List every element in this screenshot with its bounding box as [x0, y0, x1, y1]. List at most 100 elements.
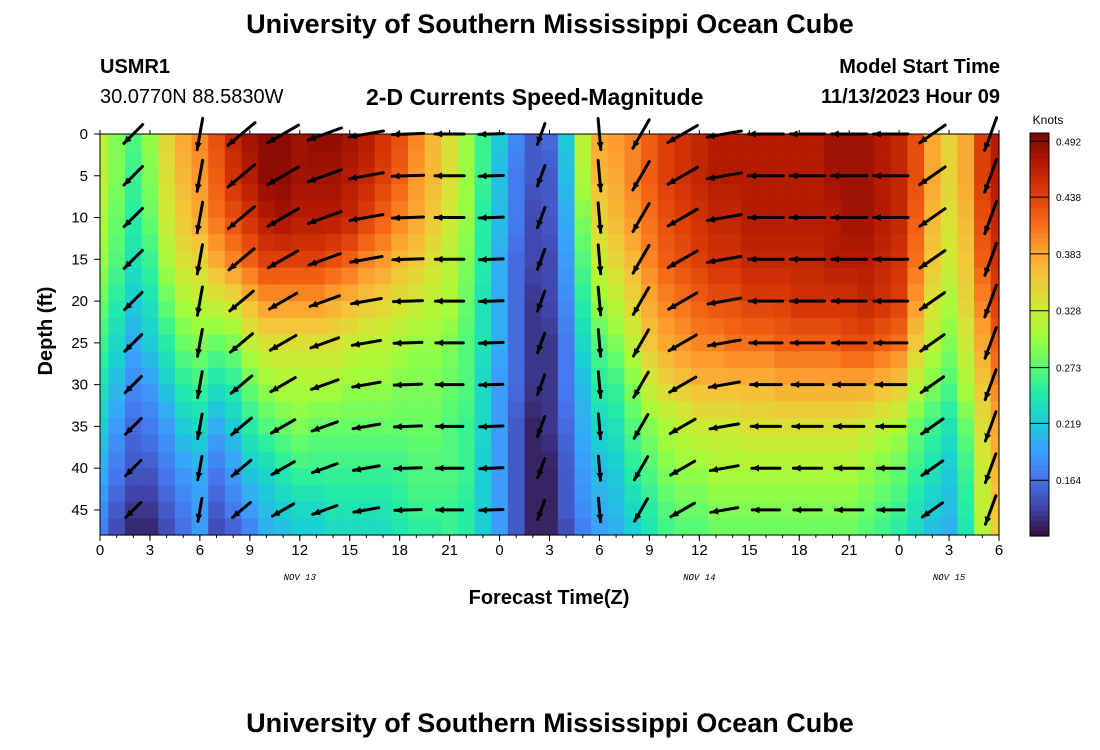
- current-vector: [477, 172, 505, 180]
- current-vector: [229, 374, 254, 395]
- heatmap-cell: [740, 351, 759, 369]
- heatmap-cell: [308, 317, 326, 336]
- heatmap-cell: [491, 451, 509, 469]
- current-vector: [830, 297, 868, 305]
- heatmap-cell: [258, 150, 276, 169]
- heatmap-cell: [258, 250, 276, 269]
- heatmap-cell: [341, 518, 359, 536]
- heatmap-cell: [807, 134, 825, 152]
- heatmap-cell: [890, 434, 909, 453]
- current-vector: [227, 205, 256, 230]
- heatmap-cell: [740, 317, 759, 336]
- heatmap-cell: [108, 367, 126, 386]
- current-vector: [122, 206, 144, 229]
- heatmap-cell: [707, 367, 725, 386]
- heatmap-cell: [108, 334, 126, 352]
- heatmap-cell: [740, 367, 759, 386]
- current-vector: [195, 497, 204, 523]
- heatmap-cell: [557, 267, 576, 285]
- heatmap-cell: [341, 150, 359, 169]
- heatmap-cell: [607, 150, 626, 169]
- heatmap-cell: [208, 284, 226, 302]
- heatmap-cell: [591, 401, 609, 419]
- heatmap-cell: [424, 334, 442, 352]
- heatmap-cell: [840, 401, 859, 419]
- heatmap-cell: [857, 367, 875, 386]
- colorbar-segment: [1030, 299, 1049, 305]
- heatmap-cell: [391, 150, 409, 169]
- current-vector: [983, 410, 998, 443]
- heatmap-cell: [740, 134, 759, 152]
- heatmap-cell: [657, 217, 675, 235]
- heatmap-cell: [824, 401, 842, 419]
- heatmap-cell: [724, 250, 742, 269]
- current-vector: [708, 464, 740, 473]
- heatmap-cell: [391, 184, 409, 202]
- heatmap-cell: [507, 200, 526, 219]
- heatmap-cell: [208, 418, 226, 436]
- heatmap-cell: [840, 367, 859, 386]
- heatmap-cell: [324, 217, 342, 235]
- heatmap-cell: [940, 518, 958, 536]
- heatmap-cell: [258, 234, 276, 252]
- heatmap-cell: [457, 217, 476, 235]
- heatmap-cell: [857, 150, 875, 169]
- heatmap-cell: [208, 267, 226, 285]
- heatmap-cell: [607, 468, 626, 486]
- colorbar-segment: [1030, 294, 1049, 300]
- heatmap-cell: [341, 217, 359, 235]
- heatmap-cell: [324, 267, 342, 285]
- heatmap-cell: [291, 484, 309, 503]
- heatmap-cell: [341, 468, 359, 486]
- heatmap-cell: [757, 351, 775, 369]
- heatmap-cell: [691, 217, 709, 235]
- heatmap-cell: [208, 150, 226, 169]
- heatmap-cell: [100, 167, 109, 185]
- current-vector: [749, 381, 783, 389]
- heatmap-cell: [241, 351, 259, 369]
- colorbar-tick-label: 0.219: [1056, 419, 1081, 430]
- heatmap-cell: [108, 284, 126, 302]
- heatmap-cell: [974, 484, 992, 503]
- current-vector: [920, 459, 945, 477]
- heatmap-cell: [341, 234, 359, 252]
- heatmap-cell: [308, 367, 326, 386]
- heatmap-cell: [291, 518, 309, 536]
- heatmap-cell: [857, 267, 875, 285]
- heatmap-cell: [441, 200, 459, 219]
- heatmap-cell: [757, 301, 775, 319]
- heatmap-cell: [224, 200, 243, 219]
- y-axis: 0 5 10 15 20 25 30 35 40 45: [71, 126, 100, 519]
- current-vector: [306, 210, 343, 225]
- current-vector: [919, 333, 946, 353]
- heatmap-cell: [707, 468, 725, 486]
- heatmap-cell: [740, 418, 759, 436]
- heatmap-cell: [957, 334, 975, 352]
- current-vector: [433, 214, 466, 221]
- heatmap-cell: [807, 317, 825, 336]
- heatmap-cell: [707, 518, 725, 536]
- heatmap-cell: [441, 351, 459, 369]
- heatmap-cell: [241, 134, 259, 152]
- heatmap-cell: [274, 217, 293, 235]
- heatmap-cell: [208, 401, 226, 419]
- heatmap-cell: [740, 484, 759, 503]
- heatmap-cell: [957, 301, 975, 319]
- heatmap-cell: [890, 484, 909, 503]
- heatmap-cell: [757, 468, 775, 486]
- current-vector: [872, 214, 910, 221]
- heatmap-cell: [857, 184, 875, 202]
- heatmap-cell: [691, 134, 709, 152]
- current-vector: [536, 247, 547, 271]
- date-label: NOV 14: [683, 573, 715, 583]
- colorbar-segment: [1030, 490, 1049, 497]
- x-tick-label: 9: [246, 542, 254, 559]
- heatmap-cell: [208, 351, 226, 369]
- heatmap-cell: [407, 234, 426, 252]
- heatmap-cell: [557, 234, 576, 252]
- heatmap-cell: [374, 184, 392, 202]
- heatmap-cell: [924, 518, 942, 536]
- heatmap-cell: [907, 351, 925, 369]
- heatmap-cell: [258, 468, 276, 486]
